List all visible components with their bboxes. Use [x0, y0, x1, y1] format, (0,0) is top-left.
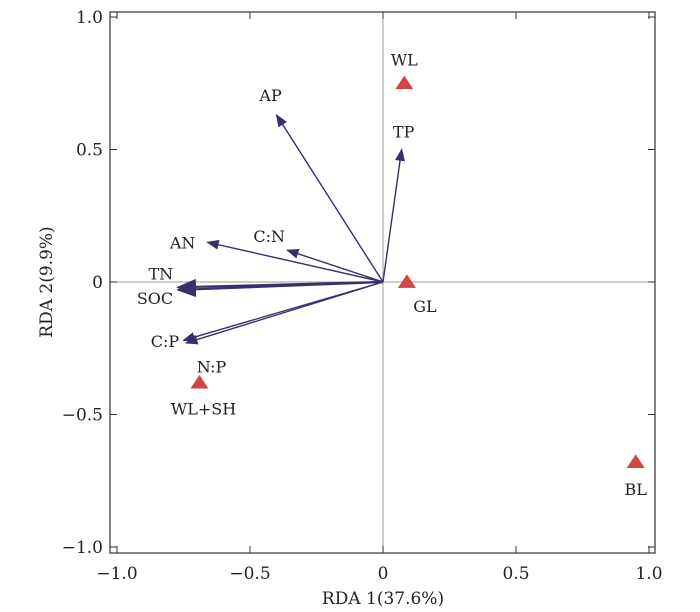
x-tick-label: −1.0: [96, 564, 137, 584]
y-tick-label: 0: [92, 273, 103, 293]
site-label-gl: GL: [413, 297, 437, 316]
vector-label-tp: TP: [393, 123, 415, 142]
x-tick-label: 1.0: [635, 564, 662, 584]
x-axis-title: RDA 1(37.6%): [322, 589, 444, 609]
vector-label-cp: C:P: [151, 332, 180, 351]
site-marker-wl: [395, 75, 414, 90]
vector-arrow-np: [182, 281, 384, 342]
x-tick-label: −0.5: [229, 564, 270, 584]
y-tick-label: −1.0: [62, 538, 103, 558]
vector-label-cn: C:N: [253, 227, 285, 246]
vector-arrow-ap: [275, 113, 384, 283]
vector-label-soc: SOC: [137, 289, 173, 308]
vector-label-np: N:P: [197, 357, 227, 376]
site-marker-bl: [626, 454, 645, 469]
vector-arrow-an: [206, 239, 384, 283]
site-label-bl: BL: [625, 480, 648, 499]
x-tick-label: 0.5: [502, 564, 529, 584]
vector-arrow-tp: [382, 148, 406, 283]
x-tick-label: 0: [378, 564, 389, 584]
vector-label-an: AN: [169, 233, 196, 252]
vector-label-tn: TN: [149, 264, 174, 283]
vector-arrow-soc: [176, 280, 384, 298]
vector-label-ap: AP: [258, 86, 282, 105]
vector-arrow-cn: [286, 248, 384, 283]
site-label-wl: WL: [391, 50, 418, 69]
site-marker-wlsh: [190, 374, 209, 389]
y-tick-label: 0.5: [76, 141, 103, 161]
y-tick-label: −0.5: [62, 406, 103, 426]
site-label-wlsh: WL+SH: [171, 400, 236, 419]
y-tick-label: 1.0: [76, 8, 103, 28]
y-axis-title: RDA 2(9.9%): [37, 226, 57, 337]
site-marker-gl: [397, 274, 416, 288]
